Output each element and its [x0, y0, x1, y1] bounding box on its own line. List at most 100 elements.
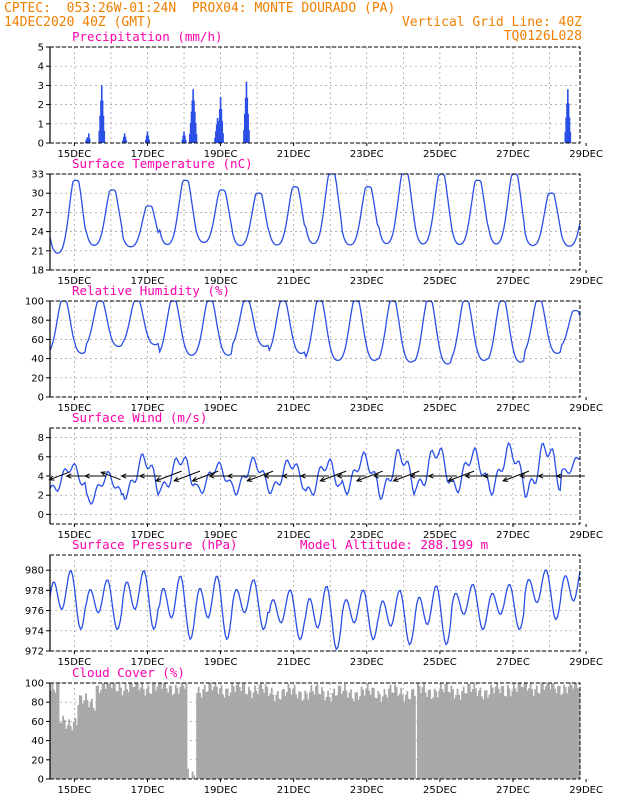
cloud-bar: [450, 685, 453, 779]
cloud-bar: [229, 692, 232, 779]
precip-bar: [244, 97, 247, 143]
cloud-bar: [89, 701, 92, 779]
cloud-bar: [171, 695, 174, 779]
cloud-bar: [488, 694, 491, 779]
header-line1: CPTEC: 053:26W-01:24N PROX04: MONTE DOUR…: [4, 1, 396, 16]
cloud-bar: [177, 693, 180, 779]
cloud-bar: [485, 689, 488, 779]
y-tick-label: 21: [31, 246, 44, 257]
cloud-bar: [121, 695, 124, 779]
precip-bar: [100, 100, 102, 143]
cloud-bar: [247, 686, 250, 779]
wind-arrow-head: [120, 473, 127, 479]
cloud-bar: [237, 683, 240, 779]
y-tick-label: 0: [38, 775, 44, 786]
x-tick-label: 25DEC: [423, 785, 457, 796]
cloud-bar: [353, 701, 355, 779]
cloud-bar: [170, 685, 173, 779]
x-tick-label: 23DEC: [350, 530, 384, 541]
x-tick-label: 27DEC: [496, 276, 530, 287]
cloud-bar: [339, 685, 342, 779]
cloud-bar: [534, 689, 537, 779]
wind-arrow-head: [226, 473, 233, 479]
cloud-bar: [438, 690, 441, 779]
cloud-bar: [68, 719, 71, 779]
wind-arrow: [174, 470, 201, 482]
cloud-bar: [270, 687, 273, 779]
cloud-bar: [101, 683, 104, 779]
cloud-bar: [391, 692, 393, 779]
cloud-bar: [127, 692, 130, 779]
wind-arrow-head: [319, 476, 326, 482]
cloud-bar: [351, 698, 354, 779]
cloud-bar: [380, 701, 383, 779]
cloud-bar: [363, 695, 366, 779]
cloud-bar: [267, 696, 270, 779]
cloud-bar: [423, 683, 425, 779]
cloud-bar: [386, 697, 389, 779]
wind-arrow-head: [482, 473, 489, 479]
wind-arrow-head: [519, 473, 526, 479]
cloud-bar: [50, 690, 52, 779]
wind-arrow-head: [299, 473, 306, 479]
wind-arrow-head: [392, 476, 399, 482]
wind-arrow: [320, 470, 347, 482]
precip-bar: [222, 133, 224, 143]
cloud-bar: [148, 693, 151, 779]
wind-arrow-head: [65, 473, 72, 479]
cloud-bar: [554, 688, 556, 779]
wind-arrow-head: [555, 473, 562, 479]
series-line: [49, 569, 581, 651]
y-tick-label: 30: [31, 189, 44, 200]
precip-bar: [219, 96, 222, 143]
cloud-bar: [191, 771, 194, 779]
y-tick-label: 100: [25, 297, 44, 308]
cloud-bar: [292, 688, 294, 779]
cloud-bar: [458, 694, 460, 779]
precip-bar: [220, 109, 223, 143]
cloud-bar: [255, 690, 258, 779]
cloud-bar: [217, 693, 220, 779]
wind-arrow: [155, 470, 182, 482]
cloud-bar: [557, 685, 559, 779]
y-tick-label: 80: [31, 316, 44, 327]
x-tick-label: 25DEC: [423, 276, 457, 287]
cloud-bar: [202, 689, 205, 779]
cloud-bar: [117, 691, 119, 779]
cloud-bar: [563, 684, 566, 779]
cloud-bar: [566, 693, 569, 779]
y-tick-label: 8: [38, 433, 44, 444]
cloud-bar: [88, 707, 90, 779]
cloud-bar: [395, 686, 398, 779]
cloud-bar: [455, 695, 457, 779]
cloud-bar: [336, 695, 339, 779]
cloud-bar: [439, 683, 442, 779]
wind-arrow-head: [173, 476, 180, 482]
y-tick-label: 0: [38, 510, 44, 521]
cloud-bar: [398, 693, 401, 779]
cloud-bar: [412, 688, 415, 779]
cloud-bar: [487, 697, 489, 779]
precip-bar: [100, 85, 103, 143]
cloud-bar: [126, 689, 128, 779]
cloud-bar: [153, 683, 156, 779]
cloud-bar: [531, 689, 534, 779]
cloud-bar: [348, 692, 351, 779]
cloud-bar: [468, 683, 471, 779]
cloud-bar: [394, 684, 397, 779]
cloud-bar: [441, 689, 444, 779]
cloud-bar: [129, 683, 132, 779]
cloud-bar: [447, 691, 450, 779]
cloud-bar: [357, 699, 360, 779]
x-tick-label: 21DEC: [277, 530, 311, 541]
wind-arrow-head: [138, 473, 145, 479]
precip-bar: [103, 130, 106, 143]
cloud-bar: [516, 691, 518, 779]
cloud-bar: [362, 689, 365, 779]
precip-bar: [102, 115, 105, 143]
cloud-bar: [284, 695, 287, 779]
cloud-bar: [263, 692, 266, 779]
y-tick-label: 974: [25, 626, 44, 637]
wind-arrow: [393, 470, 420, 482]
cloud-bar: [377, 690, 380, 779]
